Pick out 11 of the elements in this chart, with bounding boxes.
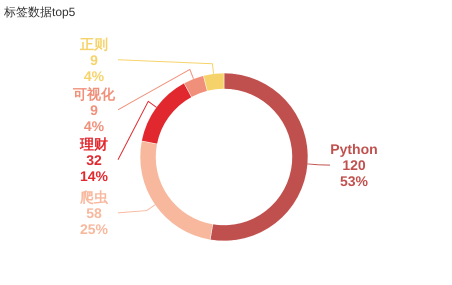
slice-label: 理财 [79, 136, 108, 152]
chart-title: 标签数据top5 [3, 5, 76, 19]
slice-label: 爬虫 [79, 188, 109, 205]
data-label: 120 53% [340, 157, 369, 190]
data-label: 58 25% [80, 204, 109, 237]
slice-label: 可视化 [72, 86, 116, 102]
data-label: 9 4% [84, 52, 105, 84]
data-label: 32 14% [80, 152, 109, 184]
data-label: 9 4% [84, 102, 105, 134]
slice-label: 正则 [79, 36, 108, 52]
slice-label: Python [330, 141, 378, 158]
